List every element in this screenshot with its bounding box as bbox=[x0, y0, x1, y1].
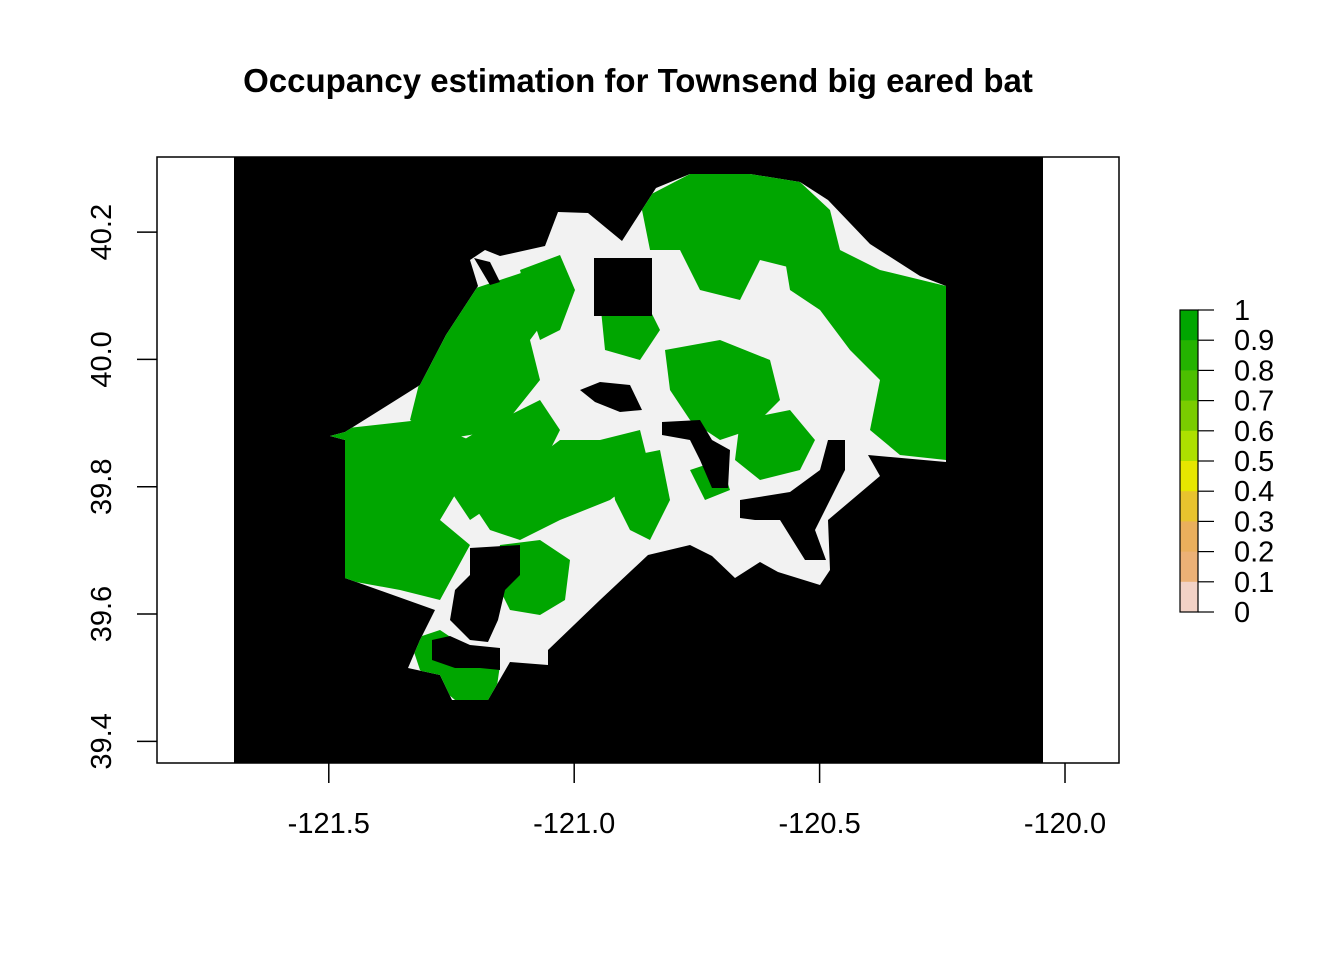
color-legend: 10.90.80.70.60.50.40.30.20.10 bbox=[1179, 295, 1274, 629]
no-data-hole bbox=[432, 636, 500, 670]
y-tick-label: 39.4 bbox=[86, 713, 118, 769]
legend-swatch bbox=[1180, 430, 1198, 462]
no-data-holes bbox=[432, 258, 845, 670]
legend-swatch bbox=[1180, 521, 1198, 553]
occupancy-patch-northeast-1 bbox=[640, 174, 840, 300]
legend-swatch bbox=[1180, 310, 1198, 341]
y-tick-label: 39.8 bbox=[86, 459, 118, 515]
x-axis: -121.5 -121.0 -120.5 -120.0 bbox=[288, 763, 1106, 840]
legend-label: 0.8 bbox=[1234, 355, 1274, 387]
occupancy-patch-east-center bbox=[665, 340, 780, 440]
occupancy-patch-center-south bbox=[610, 450, 670, 540]
no-data-hole bbox=[662, 420, 730, 488]
high-occupancy-patches bbox=[330, 174, 946, 700]
legend-swatch bbox=[1180, 370, 1198, 402]
no-data-hole bbox=[450, 545, 520, 642]
legend-label: 0.2 bbox=[1234, 537, 1274, 569]
occupancy-patch-north-center bbox=[520, 255, 575, 340]
legend-label: 0.4 bbox=[1234, 476, 1274, 508]
legend-swatch bbox=[1180, 581, 1198, 613]
legend-label: 0 bbox=[1234, 597, 1250, 629]
y-tick-label: 40.2 bbox=[86, 204, 118, 260]
legend-label: 1 bbox=[1234, 295, 1250, 327]
x-tick-label: -121.0 bbox=[533, 808, 615, 840]
legend-label: 0.1 bbox=[1234, 567, 1274, 599]
x-tick-label: -121.5 bbox=[288, 808, 370, 840]
no-data-hole bbox=[474, 258, 500, 285]
legend-swatch bbox=[1180, 551, 1198, 583]
legend-swatch bbox=[1180, 400, 1198, 432]
y-tick-label: 39.6 bbox=[86, 586, 118, 642]
plot-title: Occupancy estimation for Townsend big ea… bbox=[243, 62, 1033, 99]
legend-label: 0.6 bbox=[1234, 416, 1274, 448]
legend-swatch bbox=[1180, 461, 1198, 492]
legend-label: 0.7 bbox=[1234, 386, 1274, 418]
legend-label: 0.9 bbox=[1234, 325, 1274, 357]
occupancy-patch-northwest bbox=[410, 270, 560, 440]
y-tick-label: 40.0 bbox=[86, 331, 118, 387]
occupancy-patch-east-south bbox=[735, 410, 815, 480]
no-data-hole bbox=[580, 382, 642, 412]
y-axis: 39.4 39.6 39.8 40.0 40.2 bbox=[86, 204, 157, 770]
occupancy-patch-northeast-2 bbox=[780, 230, 946, 460]
legend-label: 0.3 bbox=[1234, 506, 1274, 538]
no-data-hole bbox=[594, 258, 652, 316]
legend-swatch bbox=[1180, 491, 1198, 522]
x-tick-label: -120.5 bbox=[778, 808, 860, 840]
legend-label: 0.5 bbox=[1234, 446, 1274, 478]
occupancy-patch-center-west bbox=[430, 400, 560, 520]
occupancy-patch-center bbox=[470, 430, 650, 540]
no-data-hole bbox=[740, 440, 845, 560]
legend-swatch bbox=[1180, 340, 1198, 371]
x-tick-label: -120.0 bbox=[1024, 808, 1106, 840]
plot-frame bbox=[156, 156, 1120, 764]
